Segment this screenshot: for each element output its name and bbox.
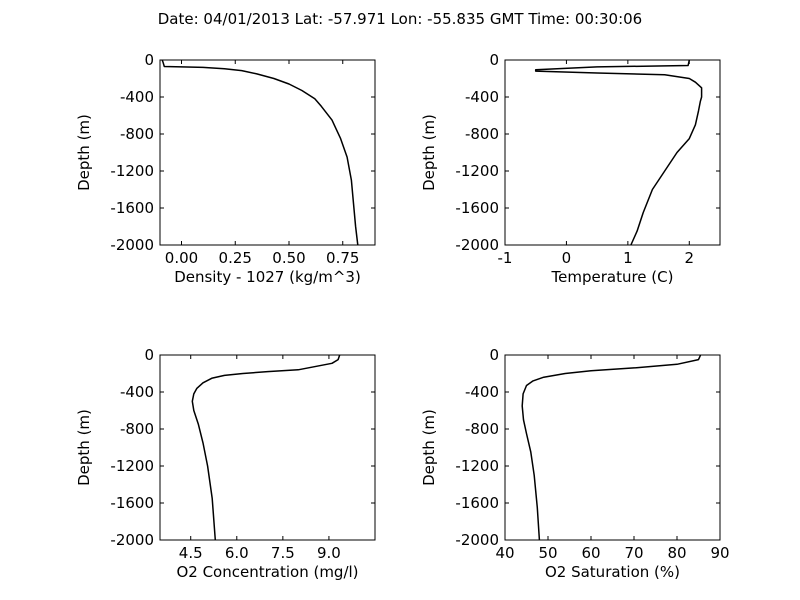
y-tick-label: -800 — [120, 420, 154, 438]
o2-concentration-panel: 4.5 6.0 7.5 9.0 0 -400 -800 -1200 -1600 -2000 O2 C… — [75, 346, 376, 581]
x-tick-label: 7.5 — [271, 544, 295, 562]
y-tick-label: -1600 — [455, 199, 499, 217]
profile-line — [191, 354, 341, 541]
y-tick-label: -800 — [465, 420, 499, 438]
y-tick-label: 0 — [489, 346, 499, 364]
o2-saturation-panel: 40 50 60 70 80 90 0 -400 -800 -1200 -1600 -2000 O2 S… — [420, 346, 730, 581]
plot-frame — [504, 59, 721, 246]
x-tick-label: 70 — [624, 544, 643, 562]
y-axis-label: Depth (m) — [75, 114, 93, 191]
plot-frame — [159, 59, 376, 246]
x-tick-label: 40 — [495, 544, 514, 562]
y-tick-label: -400 — [120, 88, 154, 106]
x-tick-label: -1 — [498, 249, 513, 267]
y-tick-label: -400 — [465, 88, 499, 106]
profile-line — [534, 59, 703, 246]
x-tick-label: 0 — [562, 249, 572, 267]
density-panel: 0.00 0.25 0.50 0.75 0 -400 -800 -1200 -1600 -2000… — [75, 51, 376, 286]
figure-title: Date: 04/01/2013 Lat: -57.971 Lon: -55.8… — [158, 10, 642, 28]
temperature-panel: -1 0 1 2 0 -400 -800 -1200 -1600 -2000 Temperature… — [420, 51, 721, 286]
x-axis-label: Density - 1027 (kg/m^3) — [174, 268, 361, 286]
x-tick-label: 1 — [623, 249, 633, 267]
x-tick-label: 2 — [685, 249, 695, 267]
y-tick-label: -400 — [120, 383, 154, 401]
y-tick-label: -800 — [465, 125, 499, 143]
x-axis-label: Temperature (C) — [551, 268, 674, 286]
x-tick-label: 60 — [581, 544, 600, 562]
y-tick-label: -1200 — [110, 162, 154, 180]
y-tick-label: 0 — [489, 51, 499, 69]
y-tick-label: -1200 — [455, 457, 499, 475]
y-tick-label: -400 — [465, 383, 499, 401]
y-axis-label: Depth (m) — [75, 409, 93, 486]
plot-frame — [504, 354, 721, 541]
y-tick-label: -1600 — [110, 494, 154, 512]
x-tick-label: 0.75 — [326, 249, 359, 267]
y-axis-label: Depth (m) — [420, 114, 438, 191]
profile-line — [521, 354, 702, 541]
profile-line — [161, 59, 359, 246]
x-tick-label: 0.25 — [219, 249, 252, 267]
y-tick-label: -2000 — [110, 236, 154, 254]
y-tick-label: -1600 — [455, 494, 499, 512]
y-tick-label: -2000 — [455, 531, 499, 549]
x-tick-label: 50 — [538, 544, 557, 562]
y-tick-label: -800 — [120, 125, 154, 143]
y-tick-label: -2000 — [455, 236, 499, 254]
y-tick-label: 0 — [144, 346, 154, 364]
y-tick-label: -1600 — [110, 199, 154, 217]
x-tick-label: 80 — [667, 544, 686, 562]
y-tick-label: 0 — [144, 51, 154, 69]
x-axis-label: O2 Saturation (%) — [545, 563, 680, 581]
y-tick-label: -1200 — [455, 162, 499, 180]
x-tick-label: 0.00 — [165, 249, 198, 267]
x-tick-label: 90 — [710, 544, 729, 562]
y-axis-label: Depth (m) — [420, 409, 438, 486]
y-tick-label: -2000 — [110, 531, 154, 549]
x-tick-label: 4.5 — [179, 544, 203, 562]
x-tick-label: 6.0 — [225, 544, 249, 562]
x-tick-label: 0.50 — [272, 249, 305, 267]
x-tick-label: 9.0 — [317, 544, 341, 562]
plot-frame — [159, 354, 376, 541]
y-tick-label: -1200 — [110, 457, 154, 475]
x-axis-label: O2 Concentration (mg/l) — [176, 563, 358, 581]
